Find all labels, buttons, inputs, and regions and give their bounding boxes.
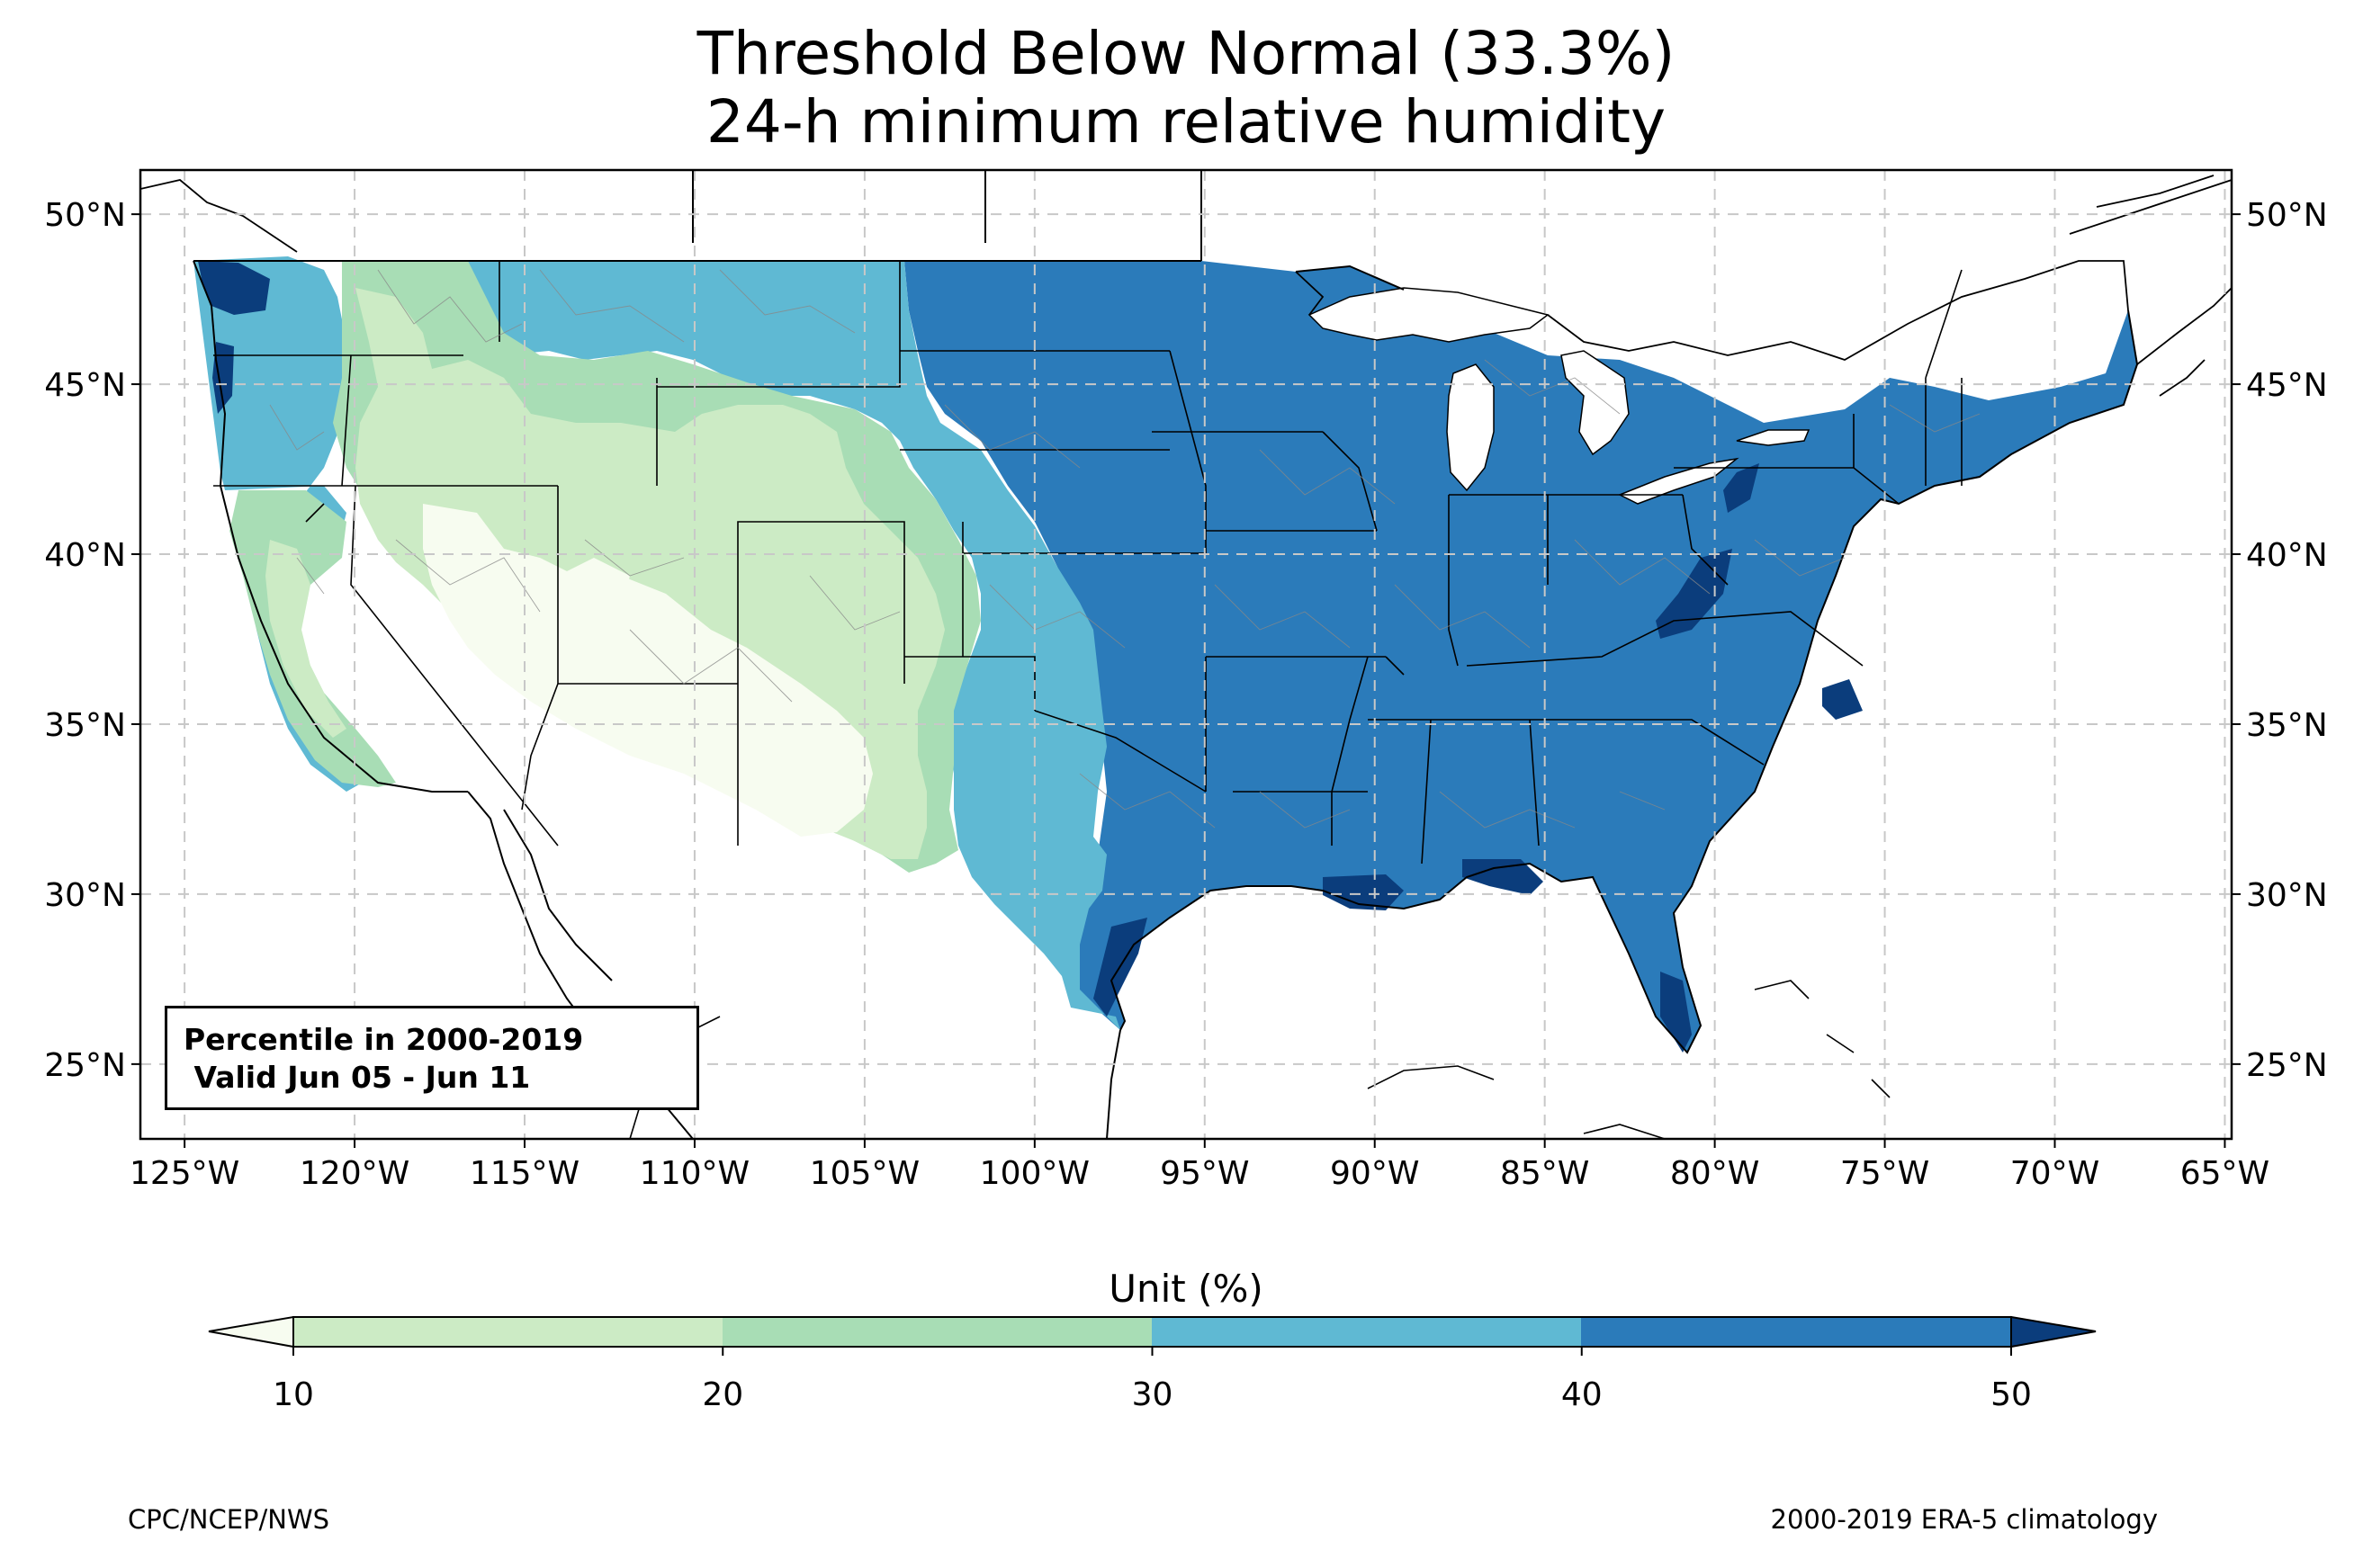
lat-tick-label-left: 35°N <box>44 707 126 744</box>
humidity-zone-over-50-sfl <box>1660 972 1692 1053</box>
lat-tick-label-right: 35°N <box>2246 707 2328 744</box>
lon-tick-label: 125°W <box>130 1155 239 1192</box>
humidity-zone-40-50 <box>904 261 2137 1053</box>
colorbar-over-triangle <box>2010 1315 2097 1348</box>
lat-tick-label-left: 40°N <box>44 537 126 574</box>
lat-tick-label-left: 45°N <box>44 367 126 404</box>
humidity-zone-over-50-fl <box>1462 859 1543 895</box>
humidity-zone-over-50-la <box>1323 874 1404 910</box>
map-title: Threshold Below Normal (33.3%) <box>696 19 1676 88</box>
credit-right: 2000-2019 ERA-5 climatology <box>1770 1504 2158 1535</box>
lon-tick-label: 80°W <box>1670 1155 1759 1192</box>
lon-tick-label: 120°W <box>300 1155 409 1192</box>
lon-tick-label: 90°W <box>1330 1155 1419 1192</box>
lat-tick-label-right: 45°N <box>2246 367 2328 404</box>
lon-tick-label: 115°W <box>470 1155 580 1192</box>
lon-tick-label: 70°W <box>2010 1155 2099 1192</box>
county-lines <box>269 269 1981 829</box>
axis-ticks: 125°W 120°W 115°W 110°W 105°W 100°W 95°W 90°W 85… <box>44 197 2328 1192</box>
annotation-line-1: Percentile in 2000-2019 <box>184 1022 584 1057</box>
colorbar-tick-label: 30 <box>1132 1376 1173 1413</box>
colorbar-bin <box>1152 1317 1581 1347</box>
humidity-zone-under-10 <box>423 504 873 837</box>
lake-huron <box>1560 350 1630 456</box>
lake-ontario <box>1736 429 1810 446</box>
lake-superior <box>1307 287 1550 343</box>
colorbar-bin <box>723 1317 1152 1347</box>
annotation-box: Percentile in 2000-2019 Valid Jun 05 - J… <box>165 1006 699 1110</box>
humidity-zone-30-40 <box>459 261 1120 1030</box>
humidity-zone-10-20-calvalley <box>265 540 346 738</box>
colorbar-tick-label: 10 <box>273 1376 314 1413</box>
annotation-line-2: Valid Jun 05 - Jun 11 <box>184 1060 531 1095</box>
state-borders <box>213 261 1963 865</box>
colorbar-bin <box>293 1317 723 1347</box>
colorbar-label: Unit (%) <box>1109 1267 1263 1311</box>
lon-tick-label: 110°W <box>640 1155 750 1192</box>
lake-michigan <box>1446 363 1495 492</box>
lon-tick-label: 85°W <box>1500 1155 1589 1192</box>
colorbar-tick-label: 40 <box>1561 1376 1603 1413</box>
lat-tick-label-right: 30°N <box>2246 877 2328 914</box>
humidity-zone-over-50-wv <box>1656 549 1732 639</box>
colorbar-ticks: 10 20 30 40 50 <box>273 1347 2032 1413</box>
gridlines <box>140 170 2232 1139</box>
lat-tick-label-right: 40°N <box>2246 537 2328 574</box>
lon-tick-label: 75°W <box>1840 1155 1929 1192</box>
credit-left: CPC/NCEP/NWS <box>128 1504 330 1535</box>
lon-tick-label: 95°W <box>1160 1155 1249 1192</box>
coastline <box>193 170 2139 1139</box>
lat-tick-label-right: 25°N <box>2246 1047 2328 1084</box>
map-frame <box>139 168 2233 1141</box>
colorbar-bin <box>1581 1317 2011 1347</box>
lat-tick-label-left: 25°N <box>44 1047 126 1084</box>
humidity-zone-over-50-pnw <box>198 261 270 315</box>
lat-tick-label-right: 50°N <box>2246 197 2328 234</box>
lat-tick-label-left: 30°N <box>44 877 126 914</box>
humidity-zone-under-10-b <box>558 558 630 621</box>
humidity-zone-over-50-pnw2 <box>212 342 234 414</box>
colorbar-tick-label: 50 <box>1990 1376 2032 1413</box>
humidity-zone-over-50-ne <box>1723 463 1759 513</box>
canada-coast <box>140 175 2232 397</box>
lon-tick-label: 100°W <box>980 1155 1090 1192</box>
colorbar-under-triangle <box>208 1315 294 1348</box>
lat-tick-label-left: 50°N <box>44 197 126 234</box>
humidity-zone-over-50-nc <box>1822 679 1863 720</box>
map-subtitle: 24-h minimum relative humidity <box>705 87 1667 157</box>
lon-tick-label: 65°W <box>2180 1155 2269 1192</box>
colorbar-tick-label: 20 <box>702 1376 743 1413</box>
colorbar: 10 20 30 40 50 <box>208 1315 2097 1413</box>
lon-tick-label: 105°W <box>810 1155 920 1192</box>
